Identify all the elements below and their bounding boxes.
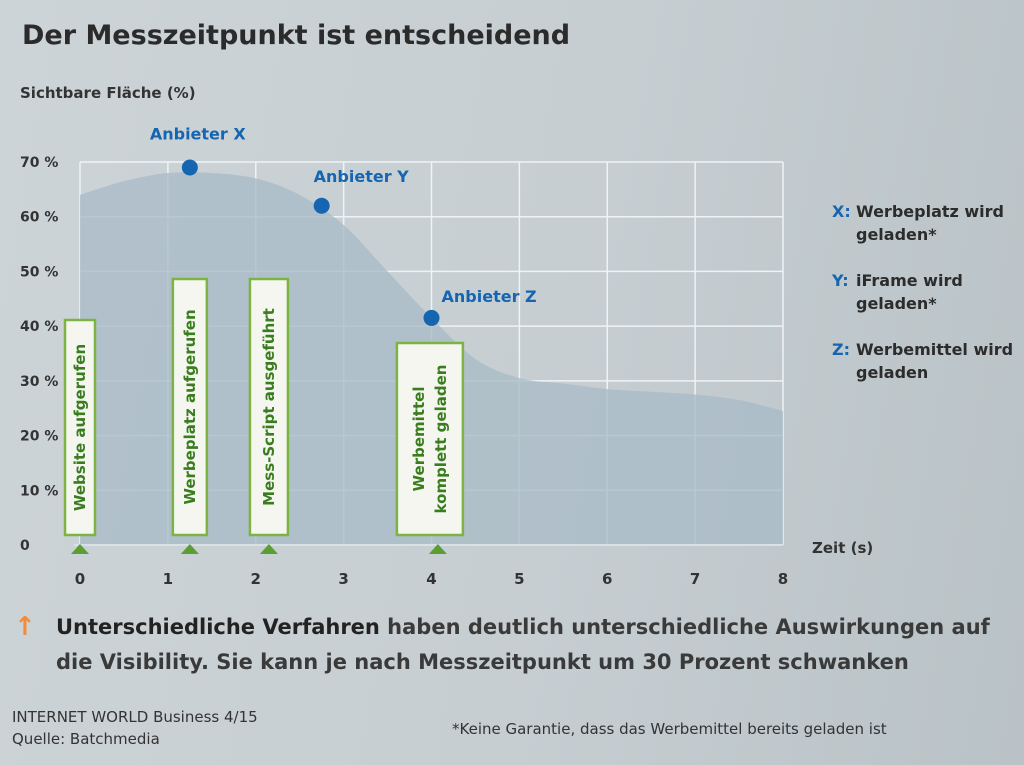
legend-item-x: X: Werbeplatz wird geladen* [832, 200, 1022, 246]
chart-title: Der Messzeitpunkt ist entscheidend [22, 20, 571, 51]
x-axis-label: Zeit (s) [812, 539, 873, 557]
provider-label: Anbieter Y [314, 167, 410, 186]
event-marker [259, 544, 278, 554]
y-tick-label: 30 % [20, 374, 58, 390]
arrow-up-icon: ↑ [14, 612, 36, 642]
summary-text: Unterschiedliche Verfahren haben deutlic… [56, 610, 1004, 680]
y-tick-label: 10 % [20, 483, 58, 499]
publication: INTERNET WORLD Business 4/15 [12, 708, 258, 726]
event-label-box [63, 318, 97, 537]
x-tick-label: 3 [338, 570, 348, 588]
event-label: Werbemittel [410, 387, 428, 492]
y-tick-label: 60 % [20, 210, 58, 226]
event-marker [180, 544, 199, 554]
legend: X: Werbeplatz wird geladen* Y: iFrame wi… [832, 200, 1022, 407]
legend-key: Y: [832, 271, 849, 290]
event-labels: Website aufgerufen Werbeplatz aufgerufen M… [63, 277, 465, 554]
x-tick-label: 0 [75, 570, 85, 588]
legend-text: iFrame wird geladen* [856, 271, 963, 313]
provider-label: Anbieter Z [442, 287, 537, 306]
x-tick-label: 5 [514, 570, 524, 588]
y-tick-label: 0 [20, 538, 30, 554]
event-marker [428, 544, 447, 554]
legend-text: Werbeplatz wird geladen* [856, 202, 1004, 244]
provider-point [313, 197, 330, 214]
event-label: komplett geladen [432, 365, 450, 514]
event-label: Website aufgerufen [71, 344, 89, 511]
x-tick-label: 2 [251, 570, 261, 588]
y-tick-label: 20 % [20, 429, 58, 445]
legend-item-z: Z: Werbemittel wird geladen [832, 338, 1022, 384]
x-tick-label: 7 [690, 570, 700, 588]
footnote: *Keine Garantie, dass das Werbemittel be… [452, 720, 887, 738]
x-tick-label: 1 [163, 570, 173, 588]
y-tick-label: 70 % [20, 155, 58, 171]
x-tick-label: 6 [602, 570, 612, 588]
y-axis-label: Sichtbare Fläche (%) [20, 82, 196, 104]
event-label-box [248, 277, 290, 537]
event-label: Mess-Script ausgeführt [260, 308, 278, 506]
provider-points: Anbieter X Anbieter Y Anbieter Z [150, 124, 537, 326]
event-marker [71, 544, 89, 554]
summary-note: ↑ Unterschiedliche Verfahren haben deutl… [14, 610, 1004, 680]
x-tick-label: 8 [778, 570, 788, 588]
y-tick-label: 50 % [20, 264, 58, 280]
source-credit: Quelle: Batchmedia [12, 730, 160, 748]
legend-key: Z: [832, 340, 850, 359]
event-label: Werbeplatz aufgerufen [181, 309, 199, 504]
source-block: INTERNET WORLD Business 4/15 Quelle: Bat… [12, 706, 258, 750]
legend-key: X: [832, 202, 851, 221]
event-label-box [171, 277, 209, 537]
provider-point [423, 309, 440, 326]
y-axis-label-text: Sichtbare Fläche (%) [20, 84, 196, 102]
x-tick-label: 4 [426, 570, 436, 588]
axes: 0 10 % 20 % 30 % 40 % 50 % 60 % 70 % 0 1 2 3 4 5 6 7 8 Ze… [20, 155, 873, 588]
summary-rest: haben deutlich unterschiedliche Auswirku… [56, 615, 990, 674]
provider-point [181, 159, 198, 176]
legend-item-y: Y: iFrame wird geladen* [832, 269, 1022, 315]
legend-text: Werbemittel wird geladen [856, 340, 1014, 382]
summary-bold: Unterschiedliche Verfahren [56, 615, 380, 639]
provider-label: Anbieter X [150, 124, 247, 143]
y-tick-label: 40 % [20, 319, 58, 335]
event-label-box [395, 341, 465, 537]
